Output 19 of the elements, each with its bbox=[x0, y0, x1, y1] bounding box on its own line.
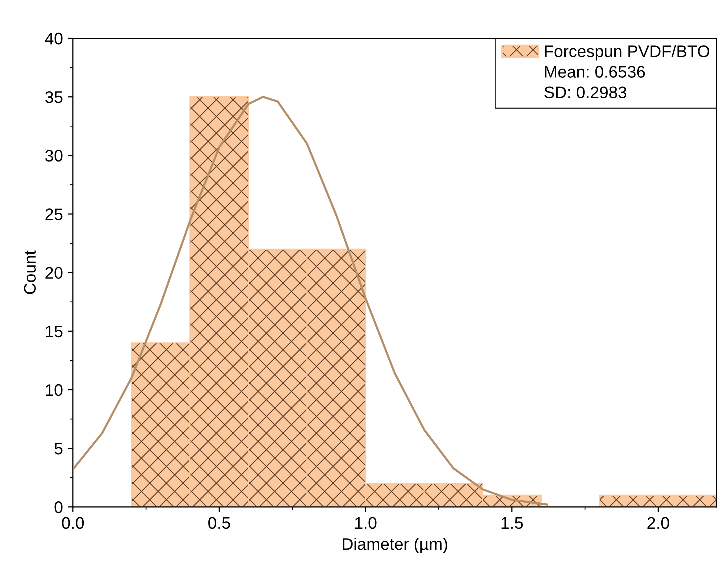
y-tick-label: 40 bbox=[45, 32, 63, 45]
x-tick-label: 2.0 bbox=[648, 517, 670, 530]
x-axis-title: Diameter (µm) bbox=[343, 538, 448, 554]
legend-label: Forcespun PVDF/BTO bbox=[545, 45, 710, 61]
y-tick-label: 10 bbox=[46, 384, 63, 396]
annotation: SD: 0.2983 bbox=[544, 86, 627, 99]
y-tick-label: 5 bbox=[54, 443, 63, 455]
x-tick-label: 1.0 bbox=[355, 517, 377, 530]
y-tick-label: 0 bbox=[54, 502, 63, 514]
y-tick-label: 15 bbox=[46, 326, 63, 338]
x-tick-label: 0.0 bbox=[62, 517, 84, 530]
y-tick-label: 30 bbox=[46, 150, 63, 162]
annotation: Mean: 0.6536 bbox=[545, 66, 646, 78]
y-tick-label: 35 bbox=[46, 92, 63, 104]
y-tick-label: 20 bbox=[46, 267, 63, 280]
x-tick-label: 0.5 bbox=[208, 517, 230, 530]
y-axis-title: Count bbox=[24, 250, 36, 294]
y-tick-label: 25 bbox=[46, 208, 63, 220]
x-tick-label: 1.5 bbox=[502, 517, 524, 530]
